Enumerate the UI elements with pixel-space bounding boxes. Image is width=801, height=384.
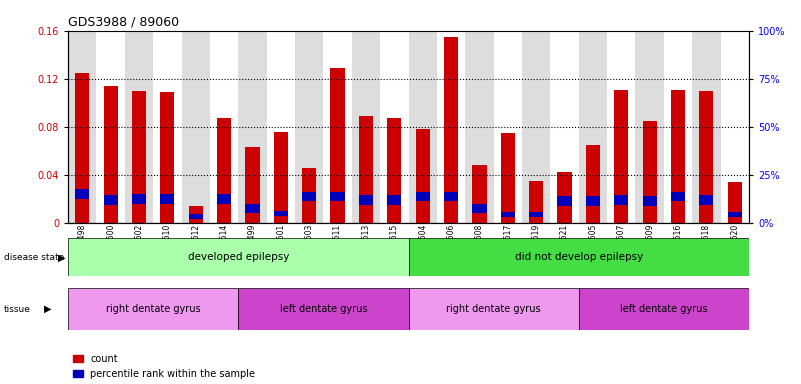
Bar: [239, 31, 267, 223]
Bar: [699, 195, 714, 205]
Bar: [586, 145, 600, 223]
Bar: [302, 192, 316, 201]
Text: GDS3988 / 89060: GDS3988 / 89060: [68, 15, 179, 28]
Bar: [324, 31, 352, 223]
Text: ▶: ▶: [58, 252, 65, 262]
Bar: [642, 196, 657, 206]
Bar: [586, 196, 600, 206]
Bar: [75, 73, 90, 223]
Bar: [387, 118, 401, 223]
Bar: [635, 31, 664, 223]
Legend: count, percentile rank within the sample: count, percentile rank within the sample: [73, 354, 256, 379]
Bar: [302, 167, 316, 223]
Bar: [409, 288, 578, 330]
Bar: [189, 206, 203, 223]
Bar: [437, 31, 465, 223]
Bar: [550, 31, 578, 223]
Bar: [444, 192, 458, 201]
Bar: [274, 132, 288, 223]
Bar: [387, 195, 401, 205]
Bar: [103, 195, 118, 205]
Bar: [182, 31, 210, 223]
Bar: [578, 288, 749, 330]
Text: tissue: tissue: [4, 305, 31, 314]
Bar: [217, 118, 231, 223]
Bar: [409, 238, 749, 276]
Bar: [699, 91, 714, 223]
Text: right dentate gyrus: right dentate gyrus: [106, 304, 200, 314]
Bar: [416, 192, 430, 201]
Bar: [522, 31, 550, 223]
Bar: [103, 86, 118, 223]
Bar: [96, 31, 125, 223]
Bar: [160, 92, 175, 223]
Bar: [444, 37, 458, 223]
Bar: [473, 165, 486, 223]
Bar: [217, 194, 231, 204]
Text: left dentate gyrus: left dentate gyrus: [620, 304, 707, 314]
Bar: [68, 238, 409, 276]
Bar: [671, 89, 685, 223]
Bar: [75, 189, 90, 199]
Bar: [331, 192, 344, 201]
Bar: [692, 31, 721, 223]
Bar: [416, 129, 430, 223]
Bar: [642, 121, 657, 223]
Bar: [359, 195, 373, 205]
Bar: [614, 195, 628, 205]
Text: did not develop epilepsy: did not develop epilepsy: [514, 252, 643, 262]
Bar: [153, 31, 182, 223]
Bar: [409, 31, 437, 223]
Bar: [359, 116, 373, 223]
Bar: [295, 31, 324, 223]
Bar: [557, 196, 572, 206]
Bar: [501, 212, 515, 217]
Bar: [607, 31, 635, 223]
Bar: [210, 31, 239, 223]
Bar: [125, 31, 153, 223]
Bar: [721, 31, 749, 223]
Text: left dentate gyrus: left dentate gyrus: [280, 304, 367, 314]
Bar: [529, 181, 543, 223]
Bar: [529, 212, 543, 217]
Bar: [465, 31, 493, 223]
Bar: [274, 211, 288, 215]
Bar: [671, 192, 685, 201]
Text: right dentate gyrus: right dentate gyrus: [446, 304, 541, 314]
Bar: [68, 31, 96, 223]
Bar: [189, 214, 203, 219]
Bar: [352, 31, 380, 223]
Bar: [267, 31, 295, 223]
Bar: [614, 89, 628, 223]
Bar: [493, 31, 522, 223]
Bar: [68, 288, 239, 330]
Bar: [160, 194, 175, 204]
Text: developed epilepsy: developed epilepsy: [187, 252, 289, 262]
Bar: [473, 204, 486, 213]
Bar: [132, 91, 146, 223]
Bar: [245, 147, 260, 223]
Bar: [727, 182, 742, 223]
Bar: [331, 68, 344, 223]
Bar: [664, 31, 692, 223]
Bar: [245, 204, 260, 213]
Bar: [578, 31, 607, 223]
Bar: [380, 31, 409, 223]
Text: ▶: ▶: [44, 304, 51, 314]
Bar: [501, 133, 515, 223]
Bar: [239, 288, 409, 330]
Text: disease state: disease state: [4, 253, 64, 262]
Bar: [727, 212, 742, 217]
Bar: [132, 194, 146, 204]
Bar: [557, 172, 572, 223]
